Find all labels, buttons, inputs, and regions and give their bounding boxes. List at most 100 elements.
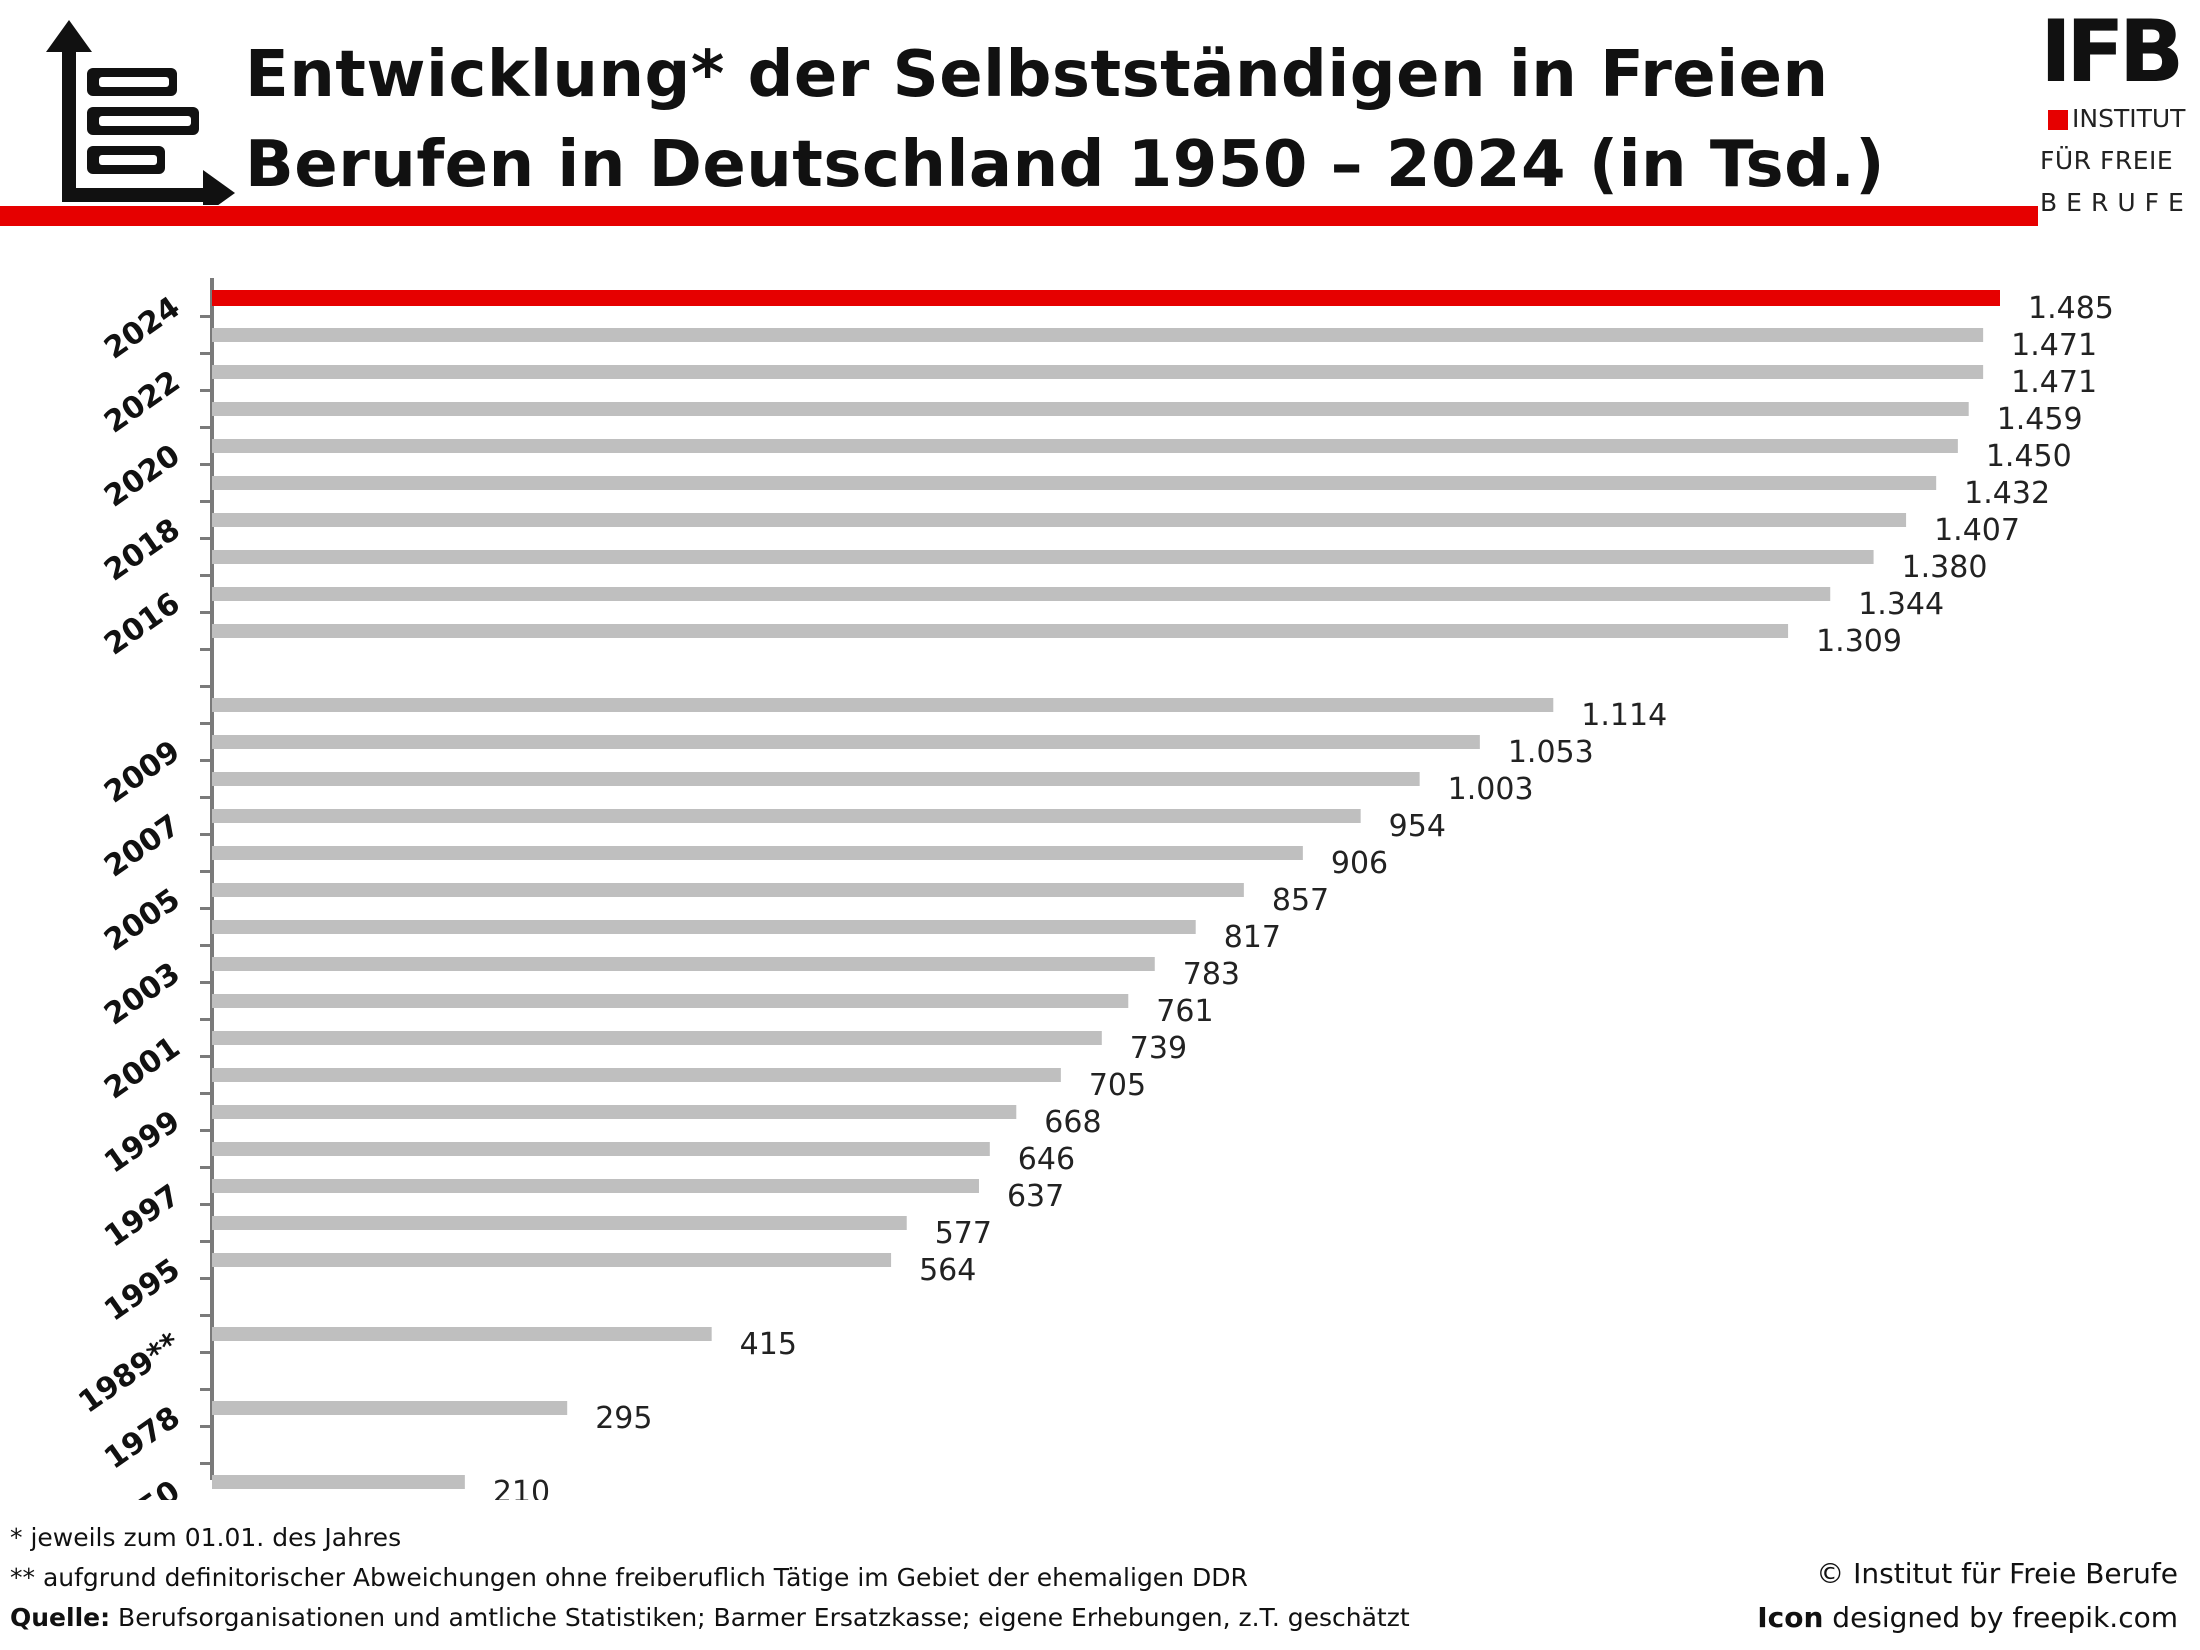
- growth-bar-chart-icon: [46, 20, 235, 205]
- icon-up-arrow: [46, 20, 92, 202]
- value-label-2022: 1.471: [2011, 365, 2097, 400]
- value-label-1950: 210: [493, 1475, 550, 1500]
- tick-label-1995: 1995: [98, 1252, 186, 1329]
- value-label-2009: 1.053: [1508, 735, 1594, 770]
- value-label-1999: 668: [1044, 1105, 1101, 1140]
- value-label-2016: 1.344: [1858, 587, 1944, 622]
- bar-2007: [212, 809, 1361, 823]
- bar-2002: [212, 994, 1129, 1008]
- bar-chart: 1.4851.4711.4711.4591.4501.4321.4071.380…: [72, 278, 2114, 1500]
- tick-label-1997: 1997: [98, 1178, 186, 1255]
- icon-x-axis: [62, 188, 207, 202]
- bars: [212, 290, 2000, 1489]
- icon-credit: Icon designed by freepik.com: [1757, 1596, 2178, 1640]
- icon-right-arrow: [203, 170, 235, 205]
- value-label-2019: 1.432: [1964, 476, 2050, 511]
- tick-label-1999: 1999: [98, 1104, 186, 1181]
- bar-2022: [212, 365, 1984, 379]
- bar-2023: [212, 328, 1984, 342]
- value-label-2005: 857: [1272, 883, 1329, 918]
- bar-2008: [212, 772, 1420, 786]
- value-label-2006: 906: [1331, 846, 1388, 881]
- bar-1996: [212, 1216, 907, 1230]
- source-line: Quelle: Berufsorganisationen und amtlich…: [10, 1598, 1410, 1638]
- ifb-logo: IFB INSTITUT FÜR FREIE BERUFE: [2040, 2, 2200, 230]
- value-label-2023: 1.471: [2011, 328, 2097, 363]
- footnote-1: * jeweils zum 01.01. des Jahres: [10, 1523, 402, 1552]
- tick-label-2020: 2020: [98, 438, 186, 515]
- bar-1998: [212, 1142, 990, 1156]
- tick-label-2003: 2003: [98, 956, 186, 1033]
- tick-label-2005: 2005: [98, 882, 186, 959]
- value-label-2008: 1.003: [1448, 772, 1534, 807]
- source-text: Berufsorganisationen und amtliche Statis…: [110, 1603, 1410, 1632]
- tick-label-2016: 2016: [98, 586, 186, 663]
- bar-2003: [212, 957, 1155, 971]
- bar-1997: [212, 1179, 979, 1193]
- tick-label-2022: 2022: [98, 364, 186, 441]
- bar-1995: [212, 1253, 892, 1267]
- bar-2009: [212, 735, 1480, 749]
- logo-red-square: [2048, 110, 2068, 130]
- value-label-1989: 415: [740, 1327, 797, 1362]
- tick-label-2024: 2024: [98, 290, 186, 367]
- bar-2005: [212, 883, 1244, 897]
- bar-1989: [212, 1327, 712, 1341]
- value-label-2021: 1.459: [1997, 402, 2083, 437]
- value-labels: 1.4851.4711.4711.4591.4501.4321.4071.380…: [493, 291, 2114, 1500]
- bar-2019: [212, 476, 1937, 490]
- tick-label-2007: 2007: [98, 808, 186, 885]
- value-label-1998: 646: [1018, 1142, 1075, 1177]
- footnotes: * jeweils zum 01.01. des Jahres ** aufgr…: [10, 1518, 1410, 1638]
- value-label-2004: 817: [1224, 920, 1281, 955]
- header-divider: [0, 206, 2038, 226]
- bar-1999: [212, 1105, 1017, 1119]
- value-label-1997: 637: [1007, 1179, 1064, 1214]
- logo-letters: IFB: [2040, 2, 2184, 102]
- tick-label-1950: 1950: [98, 1474, 186, 1500]
- value-label-2018: 1.407: [1934, 513, 2020, 548]
- y-axis: [200, 278, 214, 1480]
- logo-line-3: BERUFE: [2040, 188, 2193, 217]
- bar-1950: [212, 1475, 465, 1489]
- bar-2010: [212, 698, 1554, 712]
- tick-label-2018: 2018: [98, 512, 186, 589]
- value-label-1995: 564: [919, 1253, 976, 1288]
- value-label-2024: 1.485: [2028, 291, 2114, 326]
- value-label-2003: 783: [1183, 957, 1240, 992]
- value-label-2007: 954: [1389, 809, 1446, 844]
- value-label-2015: 1.309: [1816, 624, 1902, 659]
- bar-2016: [212, 587, 1831, 601]
- bar-2021: [212, 402, 1969, 416]
- bar-2015: [212, 624, 1789, 638]
- source-label: Quelle:: [10, 1603, 111, 1632]
- value-label-2000: 705: [1089, 1068, 1146, 1103]
- value-label-2020: 1.450: [1986, 439, 2072, 474]
- title-line-1: Entwicklung* der Selbstständigen in Frei…: [245, 38, 1829, 112]
- bar-2001: [212, 1031, 1102, 1045]
- bar-2017: [212, 550, 1874, 564]
- bar-2024: [212, 290, 2000, 306]
- value-label-1978: 295: [595, 1401, 652, 1436]
- value-label-2017: 1.380: [1902, 550, 1988, 585]
- credits: © Institut für Freie Berufe Icon designe…: [1757, 1552, 2178, 1640]
- tick-label-2009: 2009: [98, 734, 186, 811]
- bar-2020: [212, 439, 1958, 453]
- logo-line-2: FÜR FREIE: [2040, 146, 2174, 175]
- value-label-2001: 739: [1130, 1031, 1187, 1066]
- header: Entwicklung* der Selbstständigen in Frei…: [0, 0, 2200, 240]
- footnote-2: ** aufgrund definitorischer Abweichungen…: [10, 1563, 1248, 1592]
- value-label-2010: 1.114: [1581, 698, 1667, 733]
- icon-credit-label: Icon: [1757, 1601, 1824, 1634]
- bar-2018: [212, 513, 1907, 527]
- value-label-1996: 577: [935, 1216, 992, 1251]
- value-label-2002: 761: [1156, 994, 1213, 1029]
- page-title: Entwicklung* der Selbstständigen in Frei…: [245, 30, 1995, 210]
- logo-line-1: INSTITUT: [2072, 104, 2186, 133]
- bar-1978: [212, 1401, 568, 1415]
- copyright-text: © Institut für Freie Berufe: [1816, 1557, 2178, 1590]
- bar-2006: [212, 846, 1303, 860]
- bar-2000: [212, 1068, 1061, 1082]
- bar-2004: [212, 920, 1196, 934]
